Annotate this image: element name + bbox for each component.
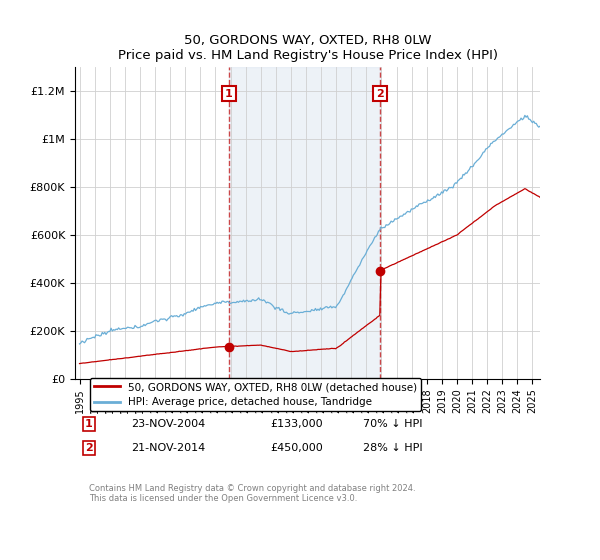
Legend: 50, GORDONS WAY, OXTED, RH8 0LW (detached house), HPI: Average price, detached h: 50, GORDONS WAY, OXTED, RH8 0LW (detache… (89, 378, 421, 412)
Text: 1: 1 (225, 88, 233, 99)
Text: 70% ↓ HPI: 70% ↓ HPI (364, 419, 423, 429)
Text: 2: 2 (85, 443, 93, 453)
Text: 2: 2 (376, 88, 384, 99)
Text: 23-NOV-2004: 23-NOV-2004 (131, 419, 205, 429)
Bar (229, 67, 380, 379)
Text: £133,000: £133,000 (270, 419, 323, 429)
Text: 21-NOV-2014: 21-NOV-2014 (131, 443, 205, 453)
Text: £450,000: £450,000 (270, 443, 323, 453)
Title: 50, GORDONS WAY, OXTED, RH8 0LW
Price paid vs. HM Land Registry's House Price In: 50, GORDONS WAY, OXTED, RH8 0LW Price pa… (118, 34, 497, 62)
Text: Contains HM Land Registry data © Crown copyright and database right 2024.
This d: Contains HM Land Registry data © Crown c… (89, 484, 416, 503)
Text: 28% ↓ HPI: 28% ↓ HPI (364, 443, 423, 453)
Text: 1: 1 (85, 419, 93, 429)
